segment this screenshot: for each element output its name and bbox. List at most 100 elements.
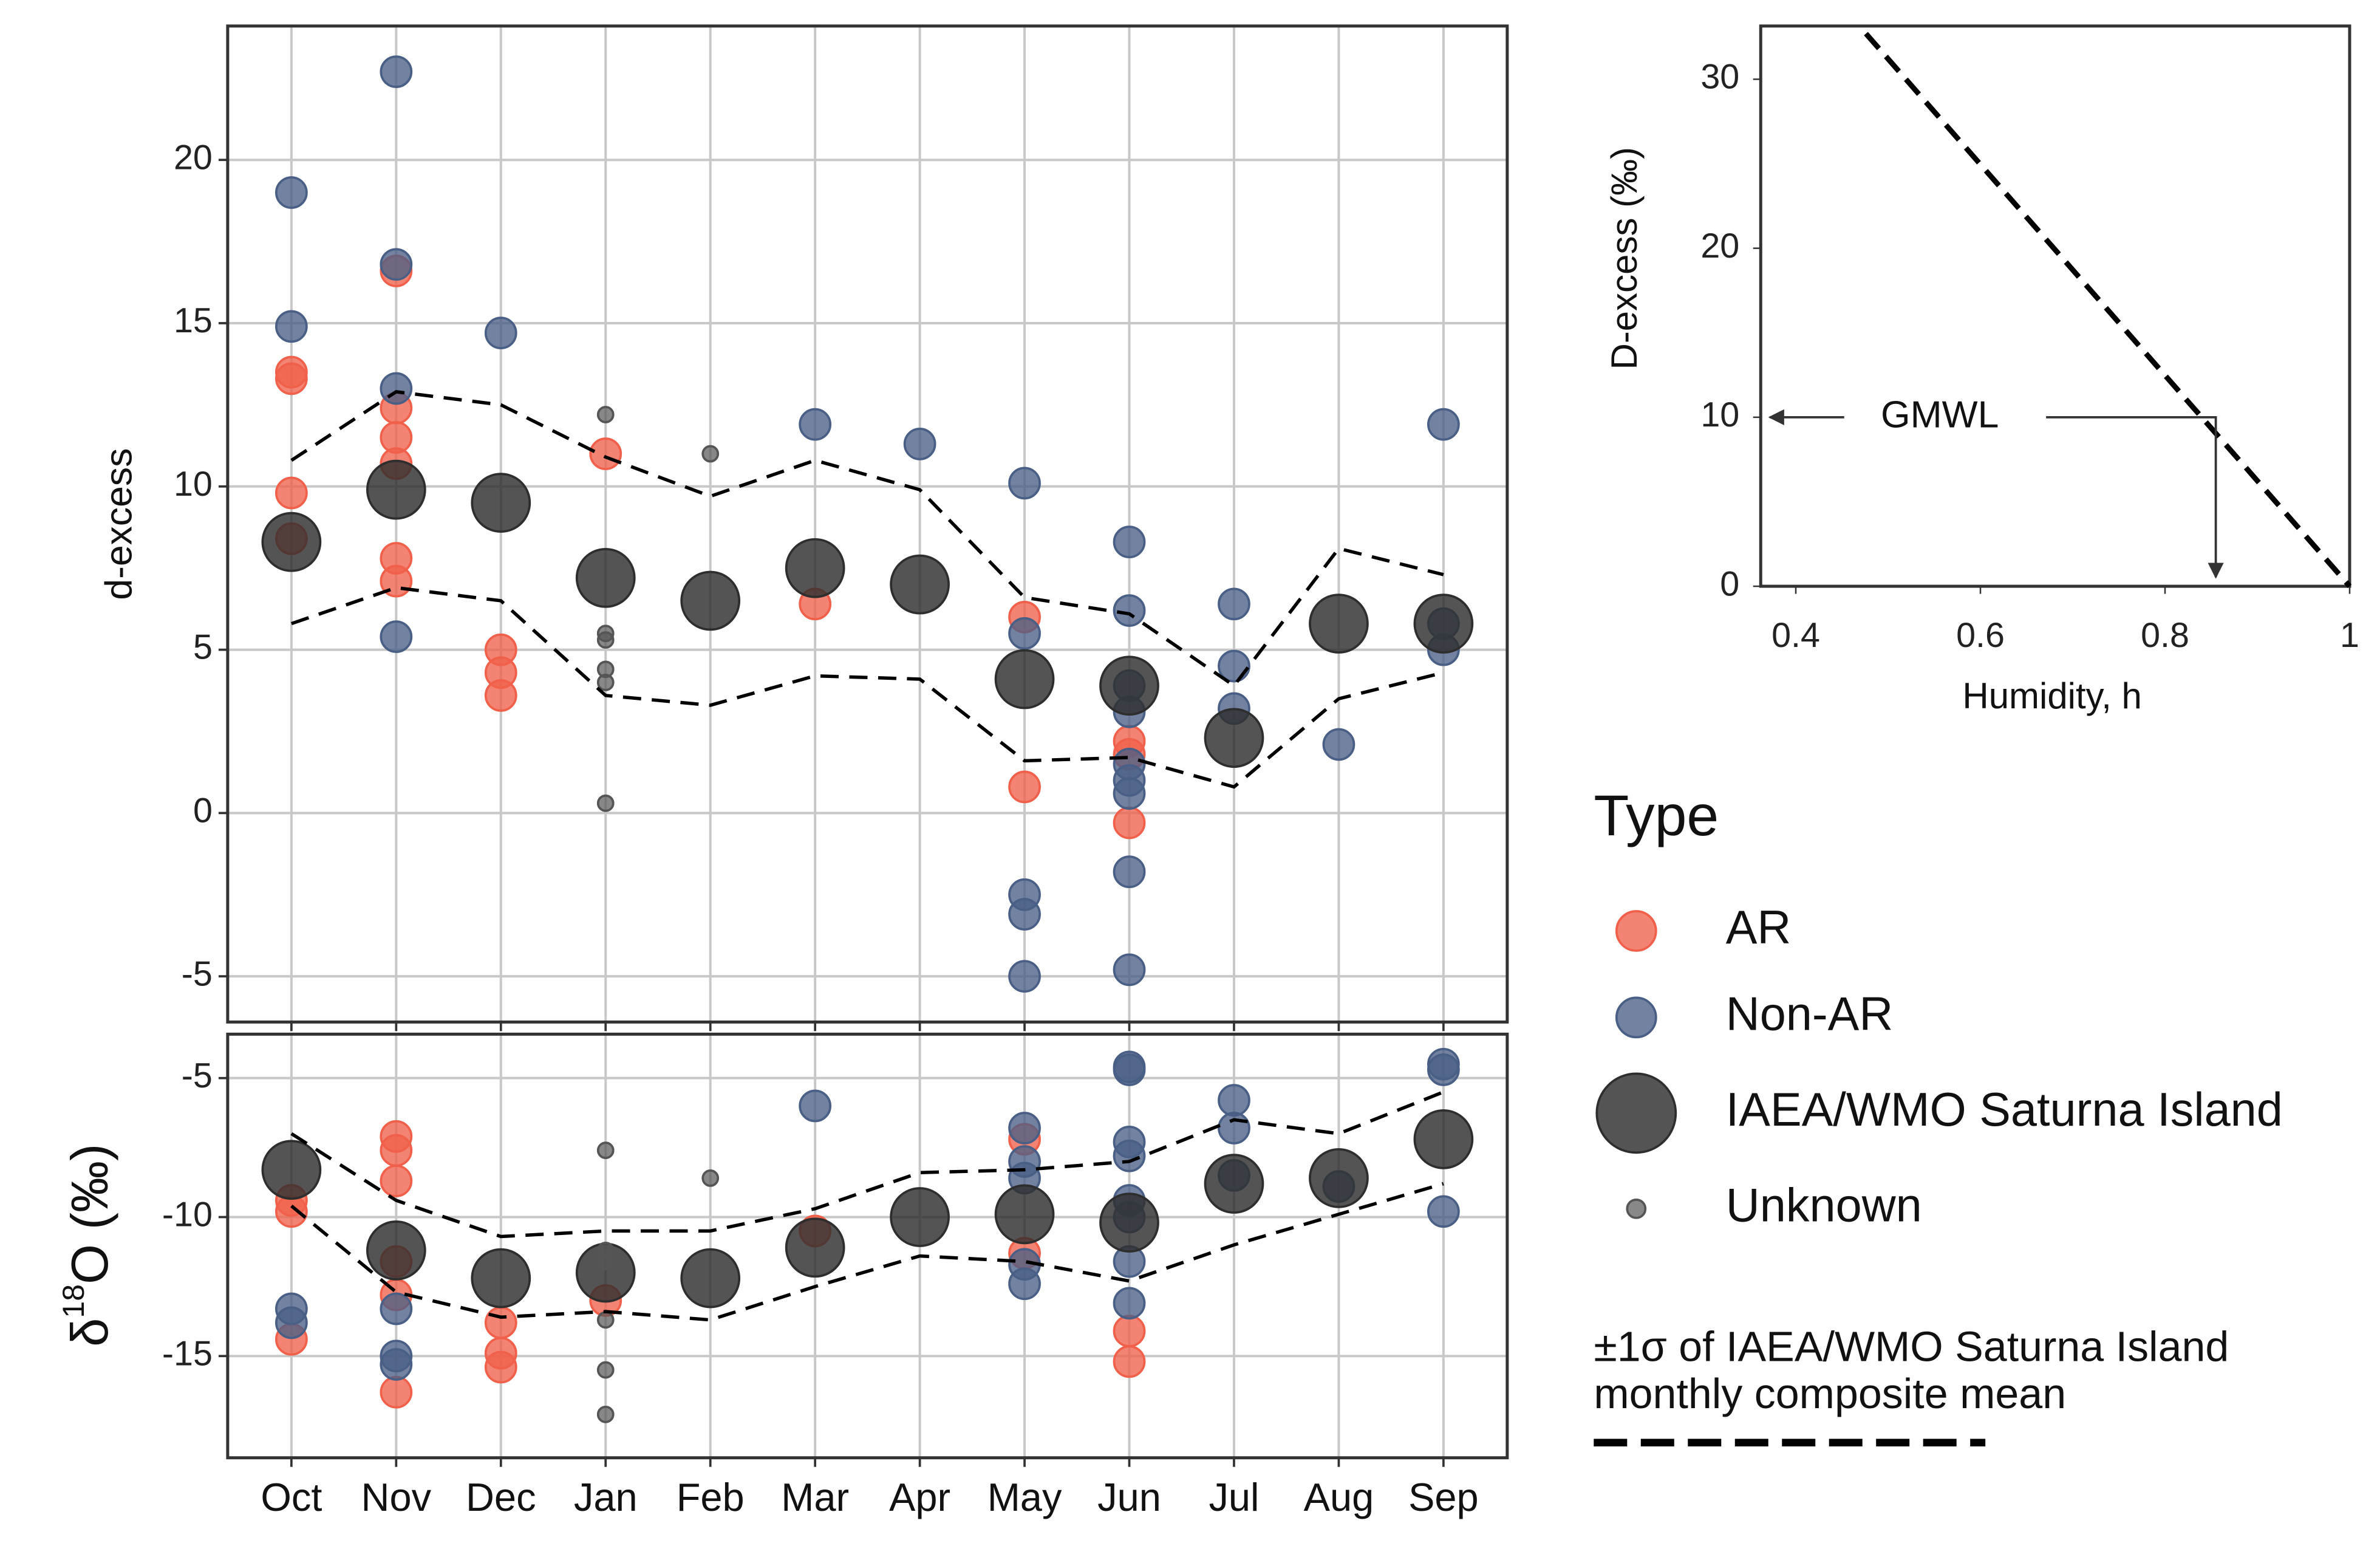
point (380, 1134, 413, 1167)
point (1427, 1195, 1460, 1228)
x-tick-label: Sep (1408, 1475, 1479, 1519)
y-tick-label: 20 (174, 138, 213, 177)
panel-frame (226, 24, 1509, 1024)
point (994, 649, 1055, 710)
point (1218, 1112, 1250, 1144)
point (994, 1184, 1055, 1245)
point (596, 794, 615, 812)
point (575, 547, 636, 608)
point (275, 1195, 308, 1228)
point (1008, 898, 1041, 931)
point (275, 176, 308, 209)
arrow (2046, 416, 2224, 579)
point (275, 362, 308, 395)
legend-label: IAEA/WMO Saturna Island (1726, 1084, 2283, 1136)
point (701, 445, 720, 463)
x-tick-label: Nov (361, 1475, 432, 1519)
y-tick-label: -5 (182, 1056, 213, 1095)
point (1309, 1148, 1369, 1208)
x-tick-label: Jun (1097, 1475, 1161, 1519)
point (1113, 806, 1146, 840)
legend-label: Non-AR (1726, 988, 1894, 1040)
legend-marker (1615, 910, 1657, 952)
x-tick-label: Dec (466, 1475, 536, 1519)
point (1113, 1287, 1146, 1320)
band-line (290, 1090, 1444, 1239)
y-tick-label: 20 (1700, 227, 1739, 265)
point (785, 1217, 845, 1278)
point (680, 1248, 741, 1309)
y-label-part: O (‰) (61, 1144, 119, 1284)
point (471, 1248, 531, 1309)
x-tick-label: Oct (261, 1475, 322, 1519)
point (380, 1348, 413, 1381)
point (275, 476, 308, 510)
legend-marker (1626, 1198, 1647, 1219)
y-tick-label: -15 (162, 1334, 213, 1373)
point (1113, 1345, 1146, 1378)
x-tick-label: Aug (1304, 1475, 1374, 1519)
point (1113, 953, 1146, 987)
panel-frame (1759, 24, 2351, 588)
point (380, 620, 413, 653)
legend-marker (1595, 1072, 1677, 1154)
point (1008, 617, 1041, 650)
point (799, 408, 832, 441)
point (484, 679, 517, 712)
point (1113, 777, 1146, 810)
point (785, 538, 845, 598)
point (890, 554, 950, 615)
point (275, 1306, 308, 1339)
x-axis-label: Humidity, h (1962, 676, 2141, 716)
y-axis-label: D-excess (‰) (1604, 147, 1645, 369)
legend-label: AR (1726, 902, 1792, 954)
annotation: GMWL (1881, 393, 1999, 436)
point (1099, 655, 1159, 716)
point (596, 1253, 615, 1271)
point (1204, 1154, 1264, 1214)
plot-area (227, 26, 1507, 1022)
y-axis-label: d-excess (97, 448, 140, 600)
point (275, 310, 308, 343)
point (380, 1292, 413, 1326)
x-tick-label: Jul (1209, 1475, 1259, 1519)
point (1413, 594, 1474, 654)
point (589, 437, 622, 470)
point (380, 55, 413, 88)
legend-label: ±1σ of IAEA/WMO Saturna Island (1594, 1323, 2229, 1370)
y-tick-label: 10 (1700, 395, 1739, 434)
point (380, 372, 413, 405)
legend-label: monthly composite mean (1594, 1370, 2066, 1417)
plot-area (227, 1034, 1507, 1458)
x-tick-label: Mar (781, 1475, 849, 1519)
point (596, 1361, 615, 1379)
legend-marker (1615, 996, 1657, 1039)
point (1008, 1267, 1041, 1301)
point (261, 1140, 322, 1200)
point (1427, 408, 1460, 441)
point (1099, 1192, 1159, 1253)
point (380, 1165, 413, 1197)
x-tick-label: 0.4 (1771, 616, 1820, 655)
point (1218, 587, 1250, 621)
x-tick-label: 0.6 (1956, 616, 2005, 655)
y-tick-label: 0 (1720, 564, 1739, 603)
point (1113, 1315, 1146, 1347)
point (366, 459, 426, 520)
line (1864, 32, 2352, 588)
y-label-part: δ (61, 1318, 119, 1347)
point (596, 631, 615, 649)
y-tick-label: 10 (174, 465, 213, 504)
point (1427, 1053, 1460, 1086)
point (261, 511, 322, 572)
point (1113, 1053, 1146, 1086)
y-tick-label: -5 (182, 954, 213, 993)
point (596, 1141, 615, 1160)
x-tick-label: Feb (677, 1475, 745, 1519)
point (1008, 960, 1041, 993)
point (484, 1306, 517, 1339)
x-tick-label: Jan (574, 1475, 638, 1519)
point (1008, 770, 1041, 804)
x-tick-label: May (987, 1475, 1062, 1519)
